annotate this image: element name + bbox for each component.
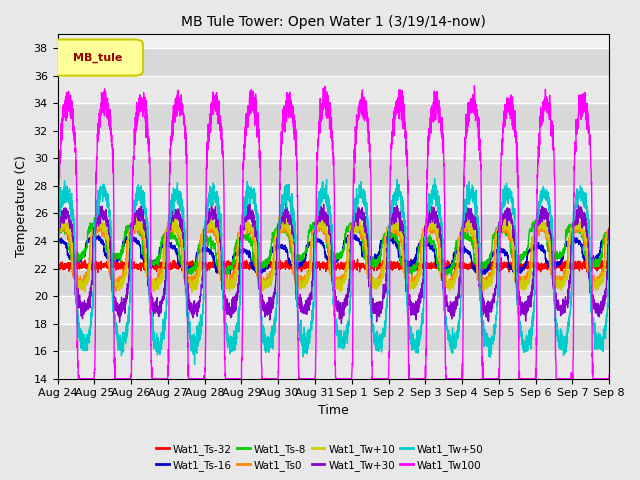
- FancyBboxPatch shape: [52, 39, 143, 76]
- Bar: [58, 48, 609, 76]
- Bar: [58, 76, 609, 103]
- Bar: [58, 241, 609, 268]
- Bar: [58, 186, 609, 214]
- X-axis label: Time: Time: [318, 404, 349, 417]
- Bar: [58, 158, 609, 186]
- Bar: [58, 103, 609, 131]
- Title: MB Tule Tower: Open Water 1 (3/19/14-now): MB Tule Tower: Open Water 1 (3/19/14-now…: [181, 15, 486, 29]
- Bar: [58, 351, 609, 379]
- Text: MB_tule: MB_tule: [72, 53, 122, 63]
- Bar: [58, 296, 609, 324]
- Bar: [58, 131, 609, 158]
- Legend: Wat1_Ts-32, Wat1_Ts-16, Wat1_Ts-8, Wat1_Ts0, Wat1_Tw+10, Wat1_Tw+30, Wat1_Tw+50,: Wat1_Ts-32, Wat1_Ts-16, Wat1_Ts-8, Wat1_…: [152, 439, 488, 475]
- Bar: [58, 324, 609, 351]
- Bar: [58, 214, 609, 241]
- Bar: [58, 268, 609, 296]
- Y-axis label: Temperature (C): Temperature (C): [15, 156, 28, 257]
